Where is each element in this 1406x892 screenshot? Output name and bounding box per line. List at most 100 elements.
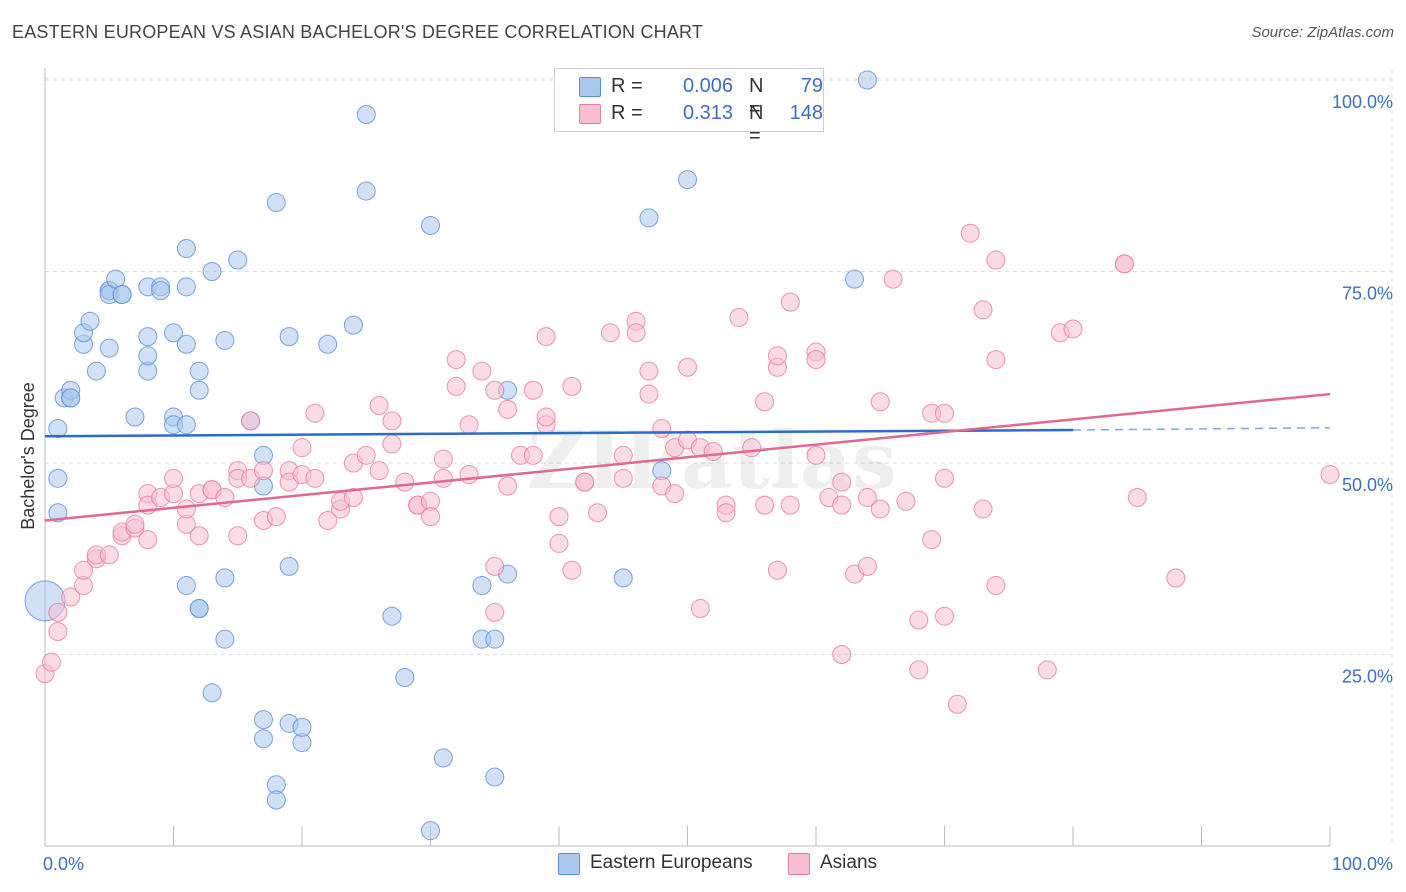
data-point-eastern bbox=[48, 503, 68, 523]
data-point-asian bbox=[652, 419, 672, 439]
data-point-asian bbox=[356, 445, 376, 465]
tick-labels: 25.0% 50.0% 75.0% 100.0% 0.0% 100.0% bbox=[43, 92, 1393, 874]
y-axis-label: Bachelor's Degree bbox=[18, 382, 38, 530]
data-point-asian bbox=[485, 556, 505, 576]
data-point-eastern bbox=[202, 683, 222, 703]
legend-n-label: N = bbox=[749, 102, 764, 147]
data-point-asian bbox=[690, 599, 710, 619]
data-point-asian bbox=[588, 503, 608, 523]
data-point-asian bbox=[755, 392, 775, 412]
data-point-asian bbox=[48, 602, 68, 622]
data-point-eastern bbox=[266, 193, 286, 213]
data-point-asian bbox=[1037, 660, 1057, 680]
data-point-asian bbox=[703, 442, 723, 462]
data-point-asian bbox=[395, 472, 415, 492]
data-point-asian bbox=[729, 307, 749, 327]
data-point-eastern bbox=[176, 576, 196, 596]
data-point-asian bbox=[99, 545, 119, 565]
data-point-asian bbox=[832, 472, 852, 492]
data-point-asian bbox=[498, 476, 518, 496]
legend-n-label: N = bbox=[749, 75, 764, 120]
data-point-asian bbox=[832, 495, 852, 515]
data-point-asian bbox=[1127, 487, 1147, 507]
data-point-asian bbox=[562, 560, 582, 580]
data-point-eastern bbox=[61, 388, 81, 408]
data-point-asian bbox=[986, 350, 1006, 370]
data-point-asian bbox=[343, 487, 363, 507]
data-point-asian bbox=[536, 327, 556, 347]
data-point-eastern bbox=[80, 311, 100, 331]
data-point-eastern bbox=[421, 821, 440, 841]
data-point-asian bbox=[909, 610, 929, 630]
legend-n-value: 148 bbox=[789, 102, 823, 124]
data-point-asian bbox=[986, 250, 1006, 270]
data-point-asian bbox=[189, 526, 209, 546]
data-point-eastern bbox=[433, 748, 453, 768]
trend-lines bbox=[44, 392, 1331, 522]
data-point-asian bbox=[780, 495, 800, 515]
data-point-eastern bbox=[356, 104, 376, 124]
data-point-eastern bbox=[279, 327, 299, 347]
data-point-eastern bbox=[639, 208, 659, 228]
data-point-asian bbox=[433, 449, 453, 469]
data-point-eastern bbox=[125, 407, 145, 427]
data-point-asian bbox=[767, 560, 787, 580]
data-point-asian bbox=[41, 652, 61, 672]
data-point-asian bbox=[716, 503, 736, 523]
trend-line-asians bbox=[44, 392, 1331, 522]
data-point-asian bbox=[382, 411, 402, 431]
y-tick-label: 25.0% bbox=[1342, 667, 1393, 687]
data-point-eastern bbox=[228, 250, 248, 270]
data-point-asian bbox=[472, 361, 492, 381]
data-point-eastern bbox=[48, 419, 68, 439]
y-tick-label: 50.0% bbox=[1342, 475, 1393, 495]
data-point-asian bbox=[382, 434, 402, 454]
data-point-asian bbox=[253, 461, 273, 481]
data-point-asian bbox=[48, 622, 68, 642]
x-tick-label: 0.0% bbox=[43, 854, 84, 874]
data-point-eastern bbox=[421, 216, 440, 236]
data-point-asian bbox=[228, 526, 248, 546]
data-point-asian bbox=[780, 292, 800, 312]
data-point-asian bbox=[523, 445, 543, 465]
legend-swatch-pink bbox=[788, 853, 810, 875]
data-point-asian bbox=[935, 468, 954, 488]
data-point-eastern bbox=[485, 767, 505, 787]
data-point-eastern bbox=[613, 568, 633, 588]
data-point-eastern bbox=[382, 606, 402, 626]
data-point-asian bbox=[536, 407, 556, 427]
data-point-eastern bbox=[215, 568, 235, 588]
legend-swatch-blue bbox=[579, 77, 601, 97]
data-point-asian bbox=[562, 376, 582, 396]
data-point-asian bbox=[459, 415, 479, 435]
gridlines bbox=[45, 70, 1393, 846]
data-point-asian bbox=[164, 468, 183, 488]
data-point-asian bbox=[459, 464, 479, 484]
y-tick-label: 100.0% bbox=[1332, 92, 1393, 112]
data-point-eastern bbox=[202, 262, 222, 281]
data-point-eastern bbox=[99, 338, 119, 358]
data-point-eastern bbox=[189, 361, 209, 381]
data-point-asian bbox=[446, 350, 466, 370]
data-point-asian bbox=[523, 380, 543, 400]
correlation-legend: R = 0.006 N = 79 R = 0.313 N = 148 bbox=[554, 68, 824, 147]
data-point-asian bbox=[896, 491, 916, 511]
data-point-asian bbox=[973, 499, 993, 519]
data-point-asian bbox=[665, 484, 685, 504]
data-point-asian bbox=[138, 530, 158, 550]
data-point-eastern bbox=[845, 269, 865, 289]
data-point-eastern bbox=[343, 315, 363, 335]
legend-swatch-blue bbox=[558, 853, 580, 875]
data-point-asian bbox=[485, 602, 505, 622]
data-point-eastern bbox=[48, 468, 68, 488]
data-point-asian bbox=[973, 300, 993, 320]
trend-line-eastern bbox=[44, 428, 1074, 438]
data-point-eastern bbox=[151, 281, 171, 301]
data-point-asian bbox=[485, 380, 505, 400]
legend-n-value: 79 bbox=[800, 75, 823, 97]
legend-r-label: R = bbox=[611, 75, 643, 97]
data-point-asian bbox=[1320, 464, 1340, 484]
chart-title: EASTERN EUROPEAN VS ASIAN BACHELOR'S DEG… bbox=[12, 22, 704, 42]
legend-label-asians: Asians bbox=[820, 852, 878, 873]
